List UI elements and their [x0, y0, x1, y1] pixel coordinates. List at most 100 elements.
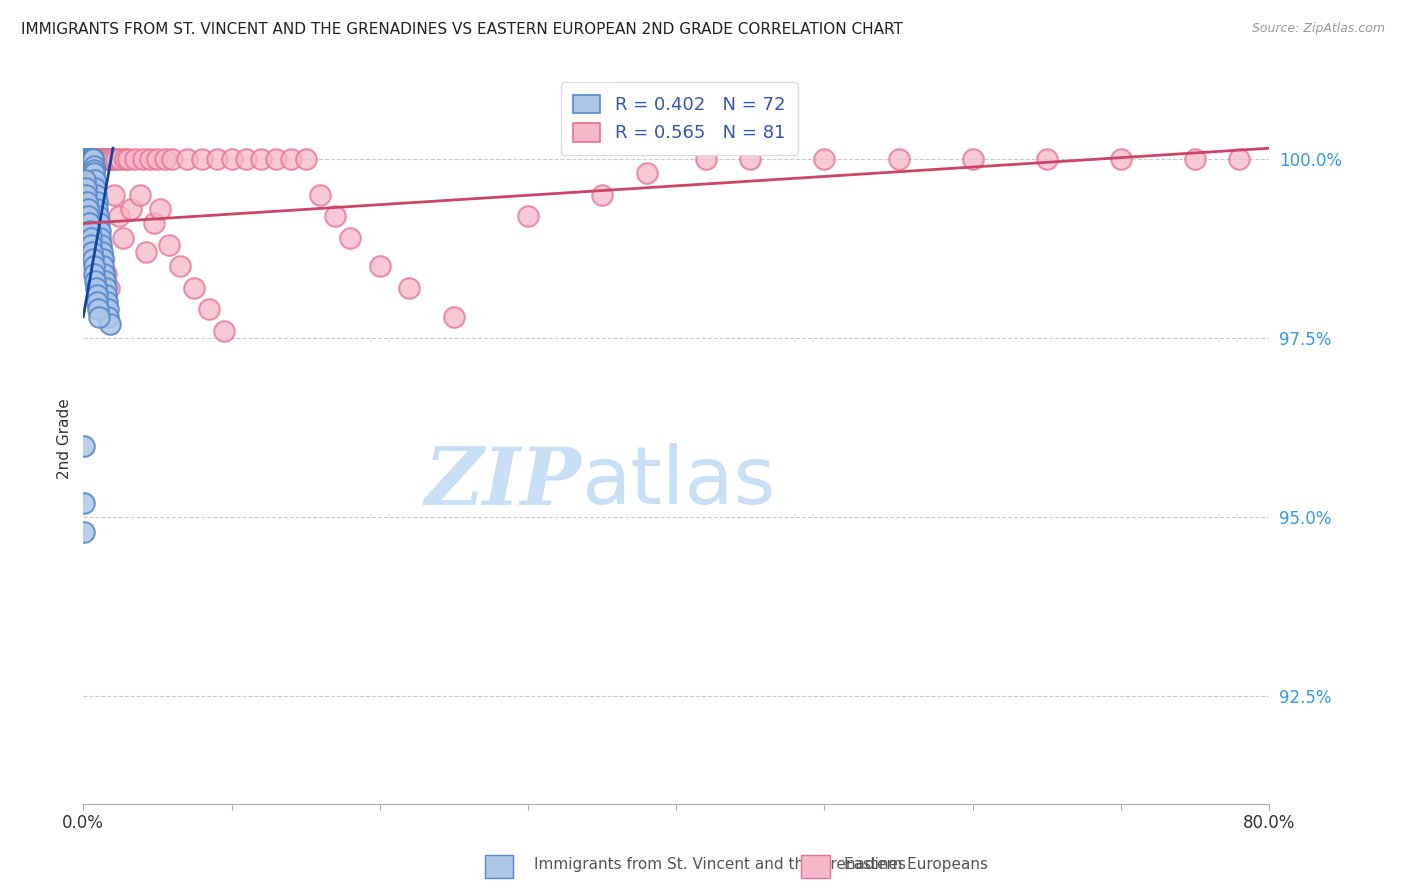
Point — [205, 152, 228, 166]
Point — [83, 173, 105, 187]
Point — [96, 288, 118, 302]
Point — [84, 152, 107, 166]
Point — [75, 152, 97, 166]
Point — [86, 288, 108, 302]
Point — [80, 231, 103, 245]
Point — [75, 180, 97, 194]
Point — [76, 152, 98, 166]
Point — [84, 187, 107, 202]
Point — [86, 194, 108, 209]
Text: ZIP: ZIP — [425, 443, 581, 521]
Point — [80, 152, 103, 166]
Point — [250, 152, 273, 166]
Point — [87, 310, 110, 324]
Point — [82, 152, 104, 166]
Point — [90, 238, 112, 252]
Point — [191, 152, 214, 166]
Point — [264, 152, 287, 166]
Point — [96, 267, 118, 281]
Point — [90, 245, 112, 260]
Point — [91, 260, 114, 274]
Point — [695, 152, 717, 166]
Point — [98, 281, 121, 295]
Point — [1035, 152, 1057, 166]
Point — [86, 202, 108, 216]
Text: Source: ZipAtlas.com: Source: ZipAtlas.com — [1251, 22, 1385, 36]
Point — [77, 152, 100, 166]
Point — [87, 302, 110, 317]
Point — [124, 152, 146, 166]
Point — [117, 152, 139, 166]
Point — [100, 152, 122, 166]
Point — [1184, 152, 1206, 166]
Point — [91, 252, 114, 267]
Point — [76, 155, 98, 169]
Point — [90, 152, 112, 166]
Point — [94, 274, 117, 288]
Point — [103, 187, 125, 202]
Point — [110, 152, 132, 166]
Point — [80, 238, 103, 252]
Point — [82, 252, 104, 267]
Point — [176, 152, 198, 166]
Point — [73, 159, 96, 173]
Point — [323, 210, 346, 224]
Point — [591, 187, 613, 202]
Point — [77, 152, 100, 166]
Point — [76, 152, 98, 166]
Point — [83, 260, 105, 274]
Point — [97, 310, 120, 324]
Point — [82, 152, 104, 166]
Point — [98, 152, 121, 166]
Point — [101, 152, 124, 166]
Point — [79, 152, 101, 166]
Point — [294, 152, 316, 166]
Point — [79, 152, 101, 166]
Point — [73, 152, 96, 166]
Point — [97, 152, 120, 166]
Text: Eastern Europeans: Eastern Europeans — [844, 857, 987, 872]
Point — [636, 166, 658, 180]
Point — [77, 180, 100, 194]
Point — [77, 210, 100, 224]
Point — [75, 152, 97, 166]
Point — [75, 152, 97, 166]
Point — [77, 152, 100, 166]
Point — [813, 152, 835, 166]
Point — [108, 210, 131, 224]
Point — [80, 194, 103, 209]
Point — [368, 260, 391, 274]
Point — [143, 217, 166, 231]
Point — [120, 202, 142, 216]
Point — [79, 224, 101, 238]
Point — [94, 152, 117, 166]
Point — [80, 152, 103, 166]
Point — [221, 152, 243, 166]
Point — [84, 180, 107, 194]
Point — [86, 224, 108, 238]
Point — [112, 231, 135, 245]
Point — [98, 317, 121, 331]
Text: IMMIGRANTS FROM ST. VINCENT AND THE GRENADINES VS EASTERN EUROPEAN 2ND GRADE COR: IMMIGRANTS FROM ST. VINCENT AND THE GREN… — [21, 22, 903, 37]
Point — [87, 210, 110, 224]
Point — [89, 152, 111, 166]
Point — [86, 152, 108, 166]
Point — [73, 152, 96, 166]
Point — [75, 152, 97, 166]
Point — [94, 281, 117, 295]
Point — [73, 496, 96, 510]
Point — [149, 202, 172, 216]
Point — [83, 159, 105, 173]
Point — [84, 281, 107, 295]
Point — [339, 231, 361, 245]
Point — [153, 152, 176, 166]
Point — [517, 210, 540, 224]
Point — [235, 152, 257, 166]
Point — [160, 152, 183, 166]
Point — [740, 152, 762, 166]
Point — [1109, 152, 1132, 166]
Point — [76, 152, 98, 166]
Text: atlas: atlas — [581, 443, 776, 521]
Point — [131, 152, 153, 166]
Point — [73, 524, 96, 539]
